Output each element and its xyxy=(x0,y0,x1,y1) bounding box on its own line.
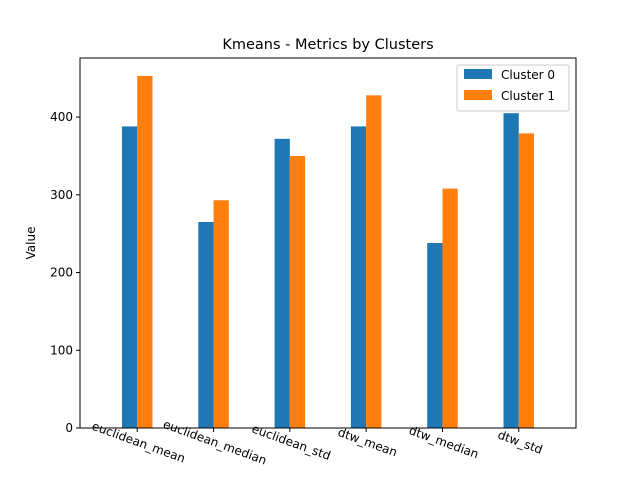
bar-euclidean_mean-series-1 xyxy=(137,75,153,428)
y-tick-label: 0 xyxy=(65,421,73,435)
bar-dtw_median-series-1 xyxy=(442,188,458,428)
bar-dtw_median-series-0 xyxy=(427,243,443,428)
legend-swatch-0 xyxy=(464,69,492,79)
bar-dtw_std-series-0 xyxy=(503,113,519,428)
y-tick-label: 100 xyxy=(50,343,73,357)
bars-layer xyxy=(121,75,535,429)
x-tick-label-dtw_median: dtw_median xyxy=(407,423,481,461)
legend-label-0: Cluster 0 xyxy=(501,68,555,82)
bar-dtw_mean-series-0 xyxy=(350,126,367,429)
x-axis: euclidean_meaneuclidean_medianeuclidean_… xyxy=(90,417,544,468)
bar-euclidean_std-series-1 xyxy=(289,155,306,428)
bar-euclidean_std-series-0 xyxy=(274,138,290,428)
y-tick-label: 300 xyxy=(50,188,73,202)
bar-euclidean_median-series-1 xyxy=(213,200,229,428)
y-tick-label: 400 xyxy=(50,110,73,124)
bar-euclidean_median-series-0 xyxy=(198,222,214,428)
plot-frame xyxy=(79,57,577,429)
x-tick-label-dtw_mean: dtw_mean xyxy=(336,425,399,459)
bar-euclidean_mean-series-0 xyxy=(121,126,138,429)
y-axis-label: Value xyxy=(24,227,38,260)
y-tick-label: 200 xyxy=(50,266,73,280)
legend-label-1: Cluster 1 xyxy=(501,89,555,103)
bar-dtw_std-series-1 xyxy=(518,133,535,428)
legend-swatch-1 xyxy=(464,90,492,100)
bar-dtw_mean-series-1 xyxy=(366,95,382,428)
legend: Cluster 0 Cluster 1 xyxy=(456,64,570,112)
y-axis: 0 100 200 300 400 xyxy=(50,110,80,435)
chart-title: Kmeans - Metrics by Clusters xyxy=(222,37,433,53)
x-tick-label-dtw_std: dtw_std xyxy=(496,428,545,457)
